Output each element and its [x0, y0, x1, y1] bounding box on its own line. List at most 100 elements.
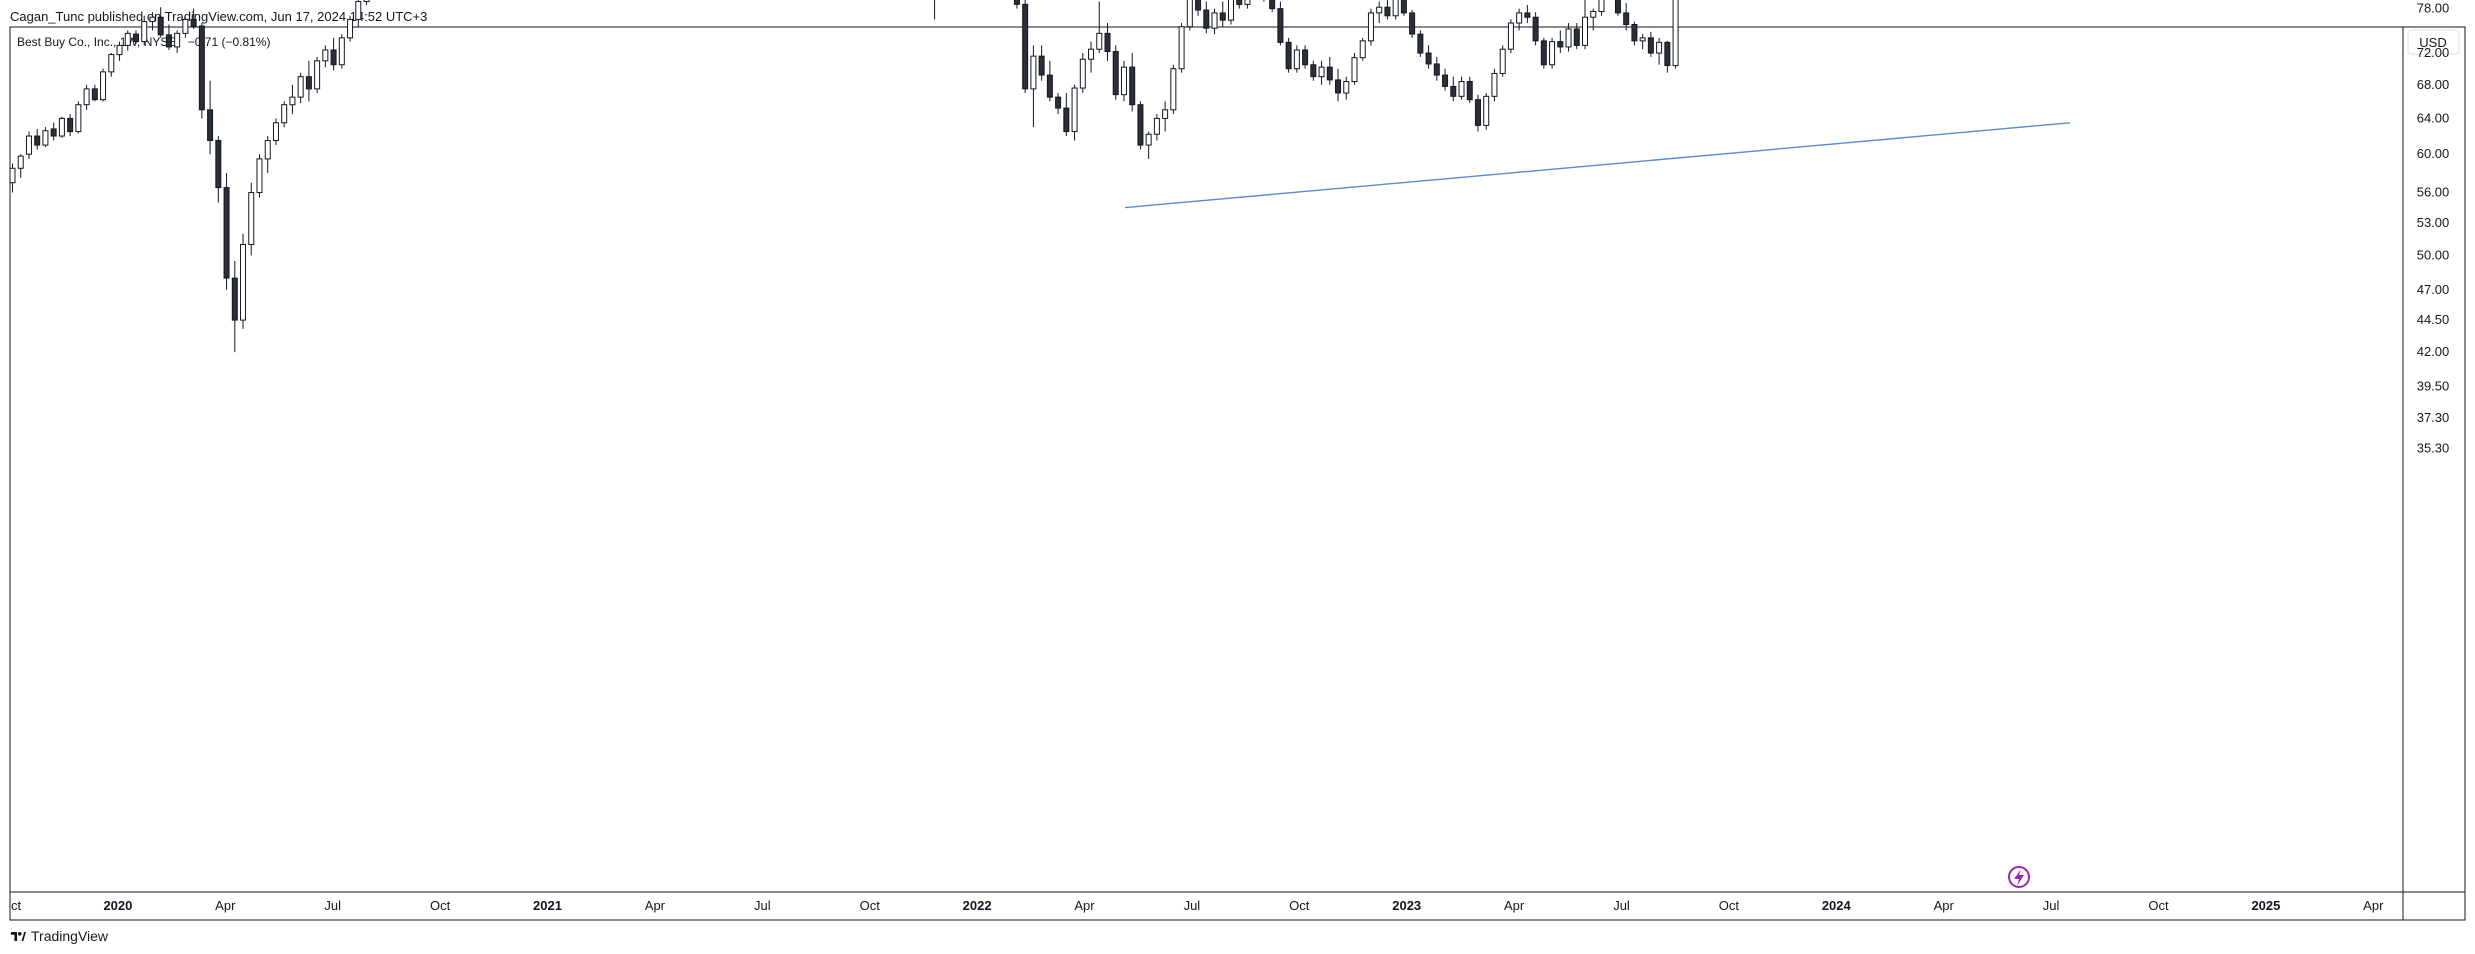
candle [174, 30, 181, 54]
candle [1335, 68, 1342, 102]
candle [108, 53, 115, 77]
candle [1079, 53, 1086, 93]
candle [934, 0, 936, 20]
candle [1055, 92, 1062, 115]
candle [1598, 0, 1605, 16]
candle [75, 101, 82, 134]
candle [1178, 23, 1185, 73]
candle [1195, 0, 1202, 16]
candle [1474, 94, 1481, 132]
candle [1203, 1, 1210, 34]
price-tick-label: 42.00 [2417, 344, 2450, 359]
candle [1433, 56, 1440, 81]
candle [50, 122, 57, 141]
candle [1277, 1, 1284, 46]
candle [1153, 114, 1160, 141]
price-axis[interactable]: 145.00137.00129.00121.00113.00105.0097.5… [2413, 0, 2453, 456]
candles [9, 0, 1679, 353]
candle [1244, 0, 1251, 9]
candle [289, 84, 296, 115]
time-tick-label: 2023 [1392, 898, 1421, 913]
candle [1491, 68, 1498, 102]
candle [281, 101, 288, 128]
candle [1639, 34, 1646, 50]
candle [141, 15, 148, 46]
candle [1263, 0, 1265, 2]
candle [1400, 0, 1407, 16]
candle [1030, 45, 1037, 128]
candle [1549, 37, 1556, 69]
trendlines[interactable] [1107, 0, 2071, 209]
price-tick-label: 68.00 [2417, 77, 2450, 92]
candle [116, 41, 123, 61]
time-tick-label: 2024 [1822, 898, 1852, 913]
time-tick-label: Apr [645, 898, 666, 913]
candle [1162, 101, 1169, 132]
candle [1063, 92, 1070, 137]
candle [1623, 2, 1630, 31]
candle [25, 131, 32, 159]
candle [215, 136, 222, 203]
price-tick-label: 50.00 [2417, 247, 2450, 262]
lightning-icon[interactable] [2008, 866, 2030, 888]
currency-button[interactable] [2407, 29, 2460, 55]
price-tick-label: 35.30 [2417, 441, 2450, 456]
publisher-caption: Cagan_Tunc published on TradingView.com,… [10, 9, 428, 24]
candle [1442, 68, 1449, 91]
price-tick-label: 60.00 [2417, 146, 2450, 161]
candle [1384, 0, 1391, 20]
time-tick-label: Oct [1289, 898, 1310, 913]
candle [190, 8, 197, 29]
candle [1022, 0, 1029, 93]
price-tick-label: 53.00 [2417, 215, 2450, 230]
trendline[interactable] [1124, 122, 2071, 209]
price-tick-label: 78.00 [2417, 1, 2450, 16]
candle [1236, 0, 1243, 9]
candle [91, 84, 98, 102]
candle [322, 45, 329, 68]
candle [1573, 23, 1580, 50]
candle [314, 56, 321, 93]
tradingview-brand: TradingView [31, 928, 109, 944]
price-tick-label: 44.50 [2417, 312, 2450, 327]
candle [1392, 0, 1399, 20]
candle [1351, 53, 1358, 85]
candle [34, 128, 41, 150]
candle [67, 114, 74, 137]
candle [1145, 131, 1152, 159]
candle [338, 34, 345, 69]
time-tick-label: Oct [860, 898, 881, 913]
candle [1186, 0, 1193, 31]
candle [1614, 0, 1621, 16]
candle [1524, 5, 1531, 24]
candle [1450, 76, 1457, 102]
tradingview-logo-icon [10, 931, 26, 941]
symbol-name: Best Buy Co., Inc., 1W, NYSE [17, 35, 176, 49]
price-tick-label: 39.50 [2417, 378, 2450, 393]
candle [1565, 23, 1572, 52]
candle [1302, 45, 1309, 69]
time-tick-label: Oct [2148, 898, 2169, 913]
time-tick-label: Jul [2043, 898, 2060, 913]
candle [1483, 92, 1490, 130]
candle [264, 136, 271, 174]
candle [1376, 1, 1383, 24]
candle [1367, 8, 1374, 46]
time-axis[interactable]: ct 2020 Apr Jul Oct 2021 Apr Jul Oct 2022 Apr Jul Oc… [11, 898, 2384, 913]
candle [1664, 40, 1671, 73]
candle [1088, 41, 1095, 73]
candle [1417, 30, 1424, 57]
candle [1129, 53, 1136, 112]
candle [1359, 37, 1366, 61]
candle [1170, 64, 1177, 115]
candle [223, 173, 230, 290]
candle [207, 80, 214, 155]
time-tick-label: Jul [754, 898, 771, 913]
candle [100, 68, 107, 102]
candle [149, 12, 156, 31]
candle [17, 154, 24, 178]
currency-label: USD [2419, 35, 2446, 50]
candle [1318, 60, 1325, 85]
candle [347, 15, 354, 42]
